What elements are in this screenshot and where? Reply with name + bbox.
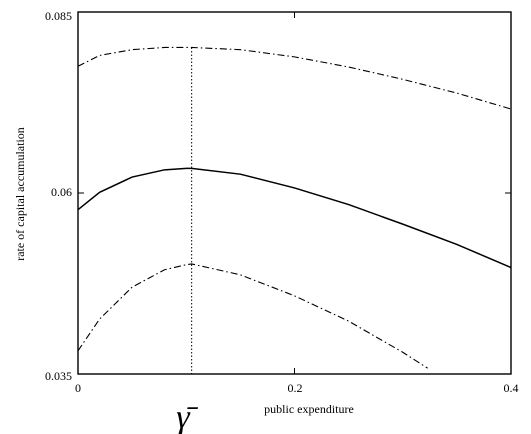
x-axis-title: public expenditure <box>264 402 354 416</box>
x-tick-label-middle: 0.2 <box>288 381 303 395</box>
y-tick-label-bottom: 0.035 <box>45 369 72 383</box>
series-line-3 <box>77 263 428 369</box>
y-tick-label-top: 0.085 <box>45 9 72 23</box>
plot-frame <box>77 11 512 375</box>
series-line-1 <box>77 46 512 110</box>
x-tick-label-left: 0 <box>75 381 81 395</box>
gamma-bar-label: γ̄ <box>176 399 198 434</box>
y-tick-label-middle: 0.06 <box>51 185 72 199</box>
x-tick-label-right: 0.4 <box>504 381 519 395</box>
series-line-2 <box>77 167 512 269</box>
y-axis-title: rate of capital accumulation <box>13 127 27 261</box>
